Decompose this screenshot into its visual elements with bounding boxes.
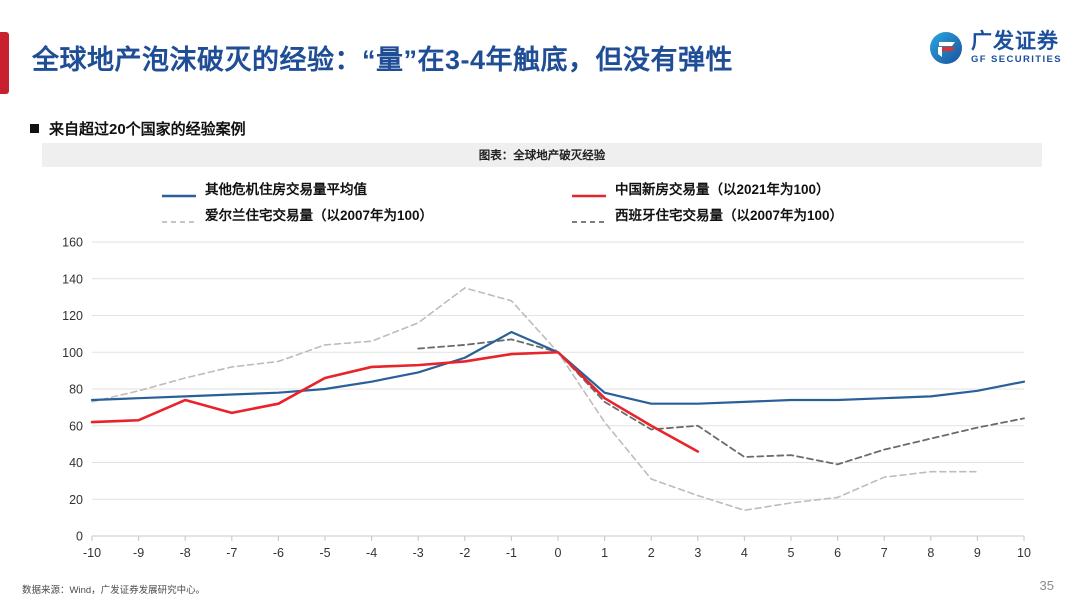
x-axis-tick-label: 6	[834, 546, 841, 560]
page-title: 全球地产泡沫破灭的经验：“量”在3-4年触底，但没有弹性	[32, 45, 734, 75]
chart-caption: 图表：全球地产破灭经验	[478, 150, 606, 162]
y-axis-tick-label: 140	[62, 272, 83, 286]
chart-series-line	[417, 338, 1025, 466]
chart-series-line	[90, 350, 700, 453]
y-axis-tick-label: 120	[62, 309, 83, 323]
x-axis-tick-label: -10	[83, 546, 101, 560]
x-axis-tick-label: -7	[226, 546, 237, 560]
y-axis-tick-label: 20	[69, 493, 83, 507]
x-axis-tick-label: 7	[881, 546, 888, 560]
gf-logo-icon	[928, 30, 964, 66]
bullet-row: 来自超过20个国家的经验案例	[30, 118, 246, 139]
y-axis-tick-label: 160	[62, 236, 83, 250]
x-axis-tick-label: 9	[974, 546, 981, 560]
chart-series-line	[90, 330, 1026, 405]
legend-item[interactable]: 其他危机住房交易量平均值	[162, 178, 572, 198]
chart-series-line	[91, 287, 979, 512]
x-axis-tick-label: 8	[927, 546, 934, 560]
x-axis-tick-label: -8	[180, 546, 191, 560]
x-axis-tick-label: -1	[506, 546, 517, 560]
x-axis-tick-label: 1	[601, 546, 608, 560]
x-axis-tick-label: -2	[459, 546, 470, 560]
legend-label: 中国新房交易量（以2021年为100）	[615, 182, 830, 197]
y-axis-tick-label: 100	[62, 346, 83, 360]
x-axis-tick-label: -9	[133, 546, 144, 560]
x-axis-tick-label: -5	[319, 546, 330, 560]
x-axis-tick-label: -6	[273, 546, 284, 560]
logo-chinese-name: 广发证券	[970, 30, 1059, 54]
y-axis-tick-label: 80	[69, 383, 83, 397]
chart-card: 图表：全球地产破灭经验 其他危机住房交易量平均值 中国新房交易量（以2021年为1…	[42, 143, 1042, 567]
x-axis-tick-label: 5	[788, 546, 795, 560]
legend-item[interactable]: 中国新房交易量（以2021年为100）	[572, 178, 982, 198]
x-axis-tick-label: 10	[1017, 546, 1031, 560]
title-accent-bar	[0, 32, 9, 94]
legend-item[interactable]: 西班牙住宅交易量（以2007年为100）	[572, 204, 982, 224]
chart-caption-band: 图表：全球地产破灭经验	[42, 143, 1042, 167]
page-number: 35	[1039, 578, 1054, 593]
legend-label: 其他危机住房交易量平均值	[205, 182, 367, 197]
x-axis-tick-label: -3	[413, 546, 424, 560]
x-axis-tick-label: 4	[741, 546, 748, 560]
x-axis-tick-label: 2	[648, 546, 655, 560]
brand-logo: 广发证券 GF SECURITIES	[928, 30, 1062, 66]
x-axis-tick-label: 3	[694, 546, 701, 560]
legend-label: 爱尔兰住宅交易量（以2007年为100）	[205, 208, 434, 223]
bullet-text: 来自超过20个国家的经验案例	[49, 121, 246, 138]
y-axis-tick-label: 60	[69, 419, 83, 433]
legend-item[interactable]: 爱尔兰住宅交易量（以2007年为100）	[162, 204, 572, 224]
logo-english-name: GF SECURITIES	[970, 54, 1062, 66]
chart-legend: 其他危机住房交易量平均值 中国新房交易量（以2021年为100） 爱尔兰住宅交易量（…	[42, 178, 1042, 224]
legend-label: 西班牙住宅交易量（以2007年为100）	[615, 208, 844, 223]
y-axis-tick-label: 40	[69, 456, 83, 470]
chart-plot-area: 0 20 40 60 80 100 120 140 160 -10 -9 -8 -7 -6 -5 -4 -3 -2…	[42, 232, 1042, 572]
square-bullet-icon	[30, 124, 39, 133]
x-axis-tick-label: -4	[366, 546, 377, 560]
source-note: 数据来源：Wind，广发证券发展研究中心。	[22, 585, 206, 596]
y-axis-tick-label: 0	[76, 530, 83, 544]
x-axis-tick-label: 0	[555, 546, 562, 560]
